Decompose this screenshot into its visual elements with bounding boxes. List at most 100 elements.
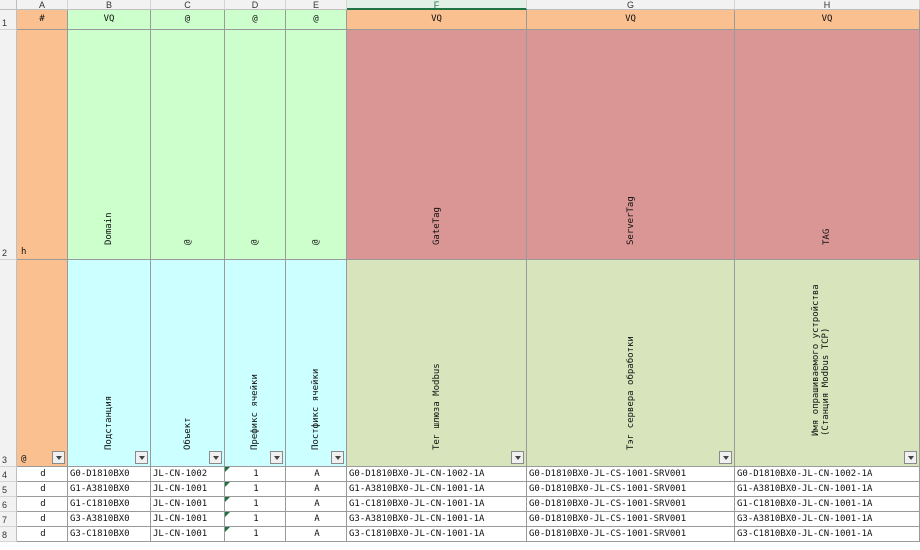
data-cell-e5[interactable]: A [286,482,347,497]
filter-dropdown-icon[interactable] [270,451,283,464]
select-all-corner[interactable] [0,0,17,10]
row-header-2[interactable]: 2 [0,30,17,260]
cell-c3[interactable]: Объект [151,260,225,467]
cell-d1[interactable]: @ [225,10,286,30]
cell-b1[interactable]: VQ [68,10,151,30]
cell-g3[interactable]: Тэг сервера обработки [527,260,735,467]
data-cell-b7[interactable]: G3-A3810BX0 [68,512,151,527]
data-cell-d6[interactable]: 1 [225,497,286,512]
cell-a2[interactable]: h [17,30,68,260]
data-cell-b6[interactable]: G1-C1810BX0 [68,497,151,512]
data-cell-f6[interactable]: G1-C1810BX0-JL-CN-1001-1A [347,497,527,512]
row-header-7[interactable]: 7 [0,512,17,527]
column-header-b[interactable]: B [68,0,151,10]
header-label-b: Подстанция [104,395,114,450]
column-header-c[interactable]: C [151,0,225,10]
column-header-e[interactable]: E [286,0,347,10]
data-cell-d7[interactable]: 1 [225,512,286,527]
filter-dropdown-icon[interactable] [52,451,65,464]
row-number: 7 [2,515,8,525]
data-cell-e7[interactable]: A [286,512,347,527]
header-label-d: Префикс ячейки [250,374,260,450]
data-cell-e6[interactable]: A [286,497,347,512]
cell-f1[interactable]: VQ [347,10,527,30]
data-cell-g7[interactable]: G0-D1810BX0-JL-CS-1001-SRV001 [527,512,735,527]
filter-dropdown-icon[interactable] [135,451,148,464]
column-header-g[interactable]: G [527,0,735,10]
data-cell-a6[interactable]: d [17,497,68,512]
data-cell-h6[interactable]: G1-C1810BX0-JL-CN-1001-1A [735,497,920,512]
cell-b2[interactable]: Domain [68,30,151,260]
row-number: 3 [2,455,8,465]
cell-e2[interactable]: @ [286,30,347,260]
row-header-1[interactable]: 1 [0,10,17,30]
header-label-e: Постфикс ячейки [311,368,321,450]
data-cell-b4[interactable]: G0-D1810BX0 [68,467,151,482]
data-cell-c7[interactable]: JL-CN-1001 [151,512,225,527]
header-code-d: @ [250,239,260,245]
data-cell-f7[interactable]: G3-A3810BX0-JL-CN-1001-1A [347,512,527,527]
column-header-h[interactable]: H [735,0,920,10]
data-cell-c8[interactable]: JL-CN-1001 [151,527,225,542]
row-header-6[interactable]: 6 [0,497,17,512]
cell-h3[interactable]: Имя опрашиваемого устройства (Станция Mod… [735,260,920,467]
cell-b3[interactable]: Подстанция [68,260,151,467]
cell-g1[interactable]: VQ [527,10,735,30]
data-cell-g6[interactable]: G0-D1810BX0-JL-CS-1001-SRV001 [527,497,735,512]
data-cell-g4[interactable]: G0-D1810BX0-JL-CS-1001-SRV001 [527,467,735,482]
filter-dropdown-icon[interactable] [719,451,732,464]
data-cell-h4[interactable]: G0-D1810BX0-JL-CN-1002-1A [735,467,920,482]
filter-dropdown-icon[interactable] [331,451,344,464]
cell-f3[interactable]: Тег шлюза Modbus [347,260,527,467]
data-cell-f5[interactable]: G1-A3810BX0-JL-CN-1001-1A [347,482,527,497]
cell-h1[interactable]: VQ [735,10,920,30]
cell-c2[interactable]: @ [151,30,225,260]
data-cell-h7[interactable]: G3-A3810BX0-JL-CN-1001-1A [735,512,920,527]
cell-f2[interactable]: GateTag [347,30,527,260]
header-code-c: @ [182,239,193,245]
column-header-a[interactable]: A [17,0,68,10]
row-header-5[interactable]: 5 [0,482,17,497]
cell-d2[interactable]: @ [225,30,286,260]
data-cell-g5[interactable]: G0-D1810BX0-JL-CS-1001-SRV001 [527,482,735,497]
data-cell-e8[interactable]: A [286,527,347,542]
data-cell-a7[interactable]: d [17,512,68,527]
data-cell-a4[interactable]: d [17,467,68,482]
data-cell-b5[interactable]: G1-A3810BX0 [68,482,151,497]
data-cell-h5[interactable]: G1-A3810BX0-JL-CN-1001-1A [735,482,920,497]
data-cell-h8[interactable]: G3-C1810BX0-JL-CN-1001-1A [735,527,920,542]
cell-d3[interactable]: Префикс ячейки [225,260,286,467]
data-cell-f8[interactable]: G3-C1810BX0-JL-CN-1001-1A [347,527,527,542]
data-cell-f4[interactable]: G0-D1810BX0-JL-CN-1002-1A [347,467,527,482]
cell-h2[interactable]: TAG [735,30,920,260]
filter-dropdown-icon[interactable] [904,451,917,464]
row-header-3[interactable]: 3 [0,260,17,467]
data-cell-g8[interactable]: G0-D1810BX0-JL-CS-1001-SRV001 [527,527,735,542]
data-cell-c4[interactable]: JL-CN-1002 [151,467,225,482]
data-cell-d4[interactable]: 1 [225,467,286,482]
data-cell-a8[interactable]: d [17,527,68,542]
data-cell-c6[interactable]: JL-CN-1001 [151,497,225,512]
cell-e1[interactable]: @ [286,10,347,30]
data-cell-a5[interactable]: d [17,482,68,497]
row-number: 2 [2,248,8,258]
column-header-d[interactable]: D [225,0,286,10]
cell-a1[interactable]: # [17,10,68,30]
row-header-4[interactable]: 4 [0,467,17,482]
cell-c1[interactable]: @ [151,10,225,30]
row-header-8[interactable]: 8 [0,527,17,542]
data-cell-d8[interactable]: 1 [225,527,286,542]
data-cell-c5[interactable]: JL-CN-1001 [151,482,225,497]
cell-a3[interactable]: @ [17,260,68,467]
cell-g2[interactable]: ServerTag [527,30,735,260]
data-cell-e4[interactable]: A [286,467,347,482]
data-cell-b8[interactable]: G3-C1810BX0 [68,527,151,542]
filter-dropdown-icon[interactable] [511,451,524,464]
data-cell-d5[interactable]: 1 [225,482,286,497]
cell-e3[interactable]: Постфикс ячейки [286,260,347,467]
column-header-f[interactable]: F [347,0,527,10]
row-type-h: h [21,247,27,257]
row-number: 6 [2,500,8,510]
filter-dropdown-icon[interactable] [209,451,222,464]
